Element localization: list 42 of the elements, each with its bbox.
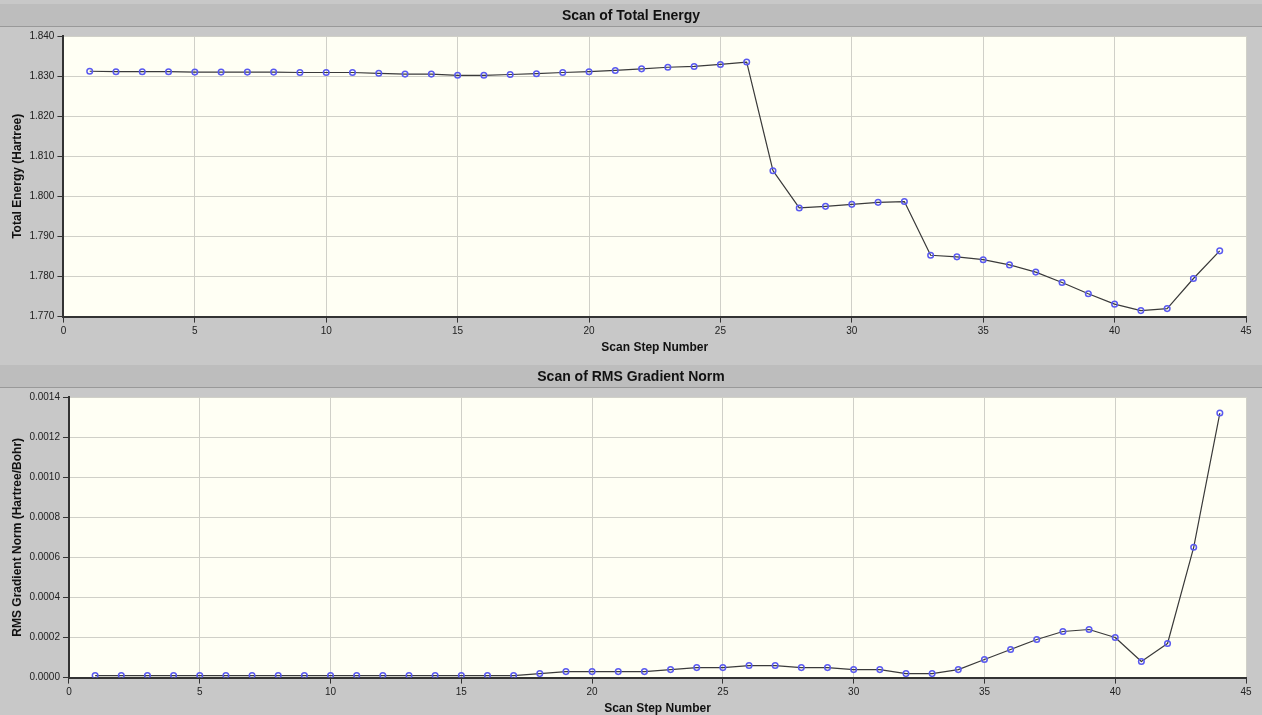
y-tick-label: 0.0002	[29, 631, 61, 643]
y-tick-label: 0.0014	[29, 390, 61, 402]
y-tick-label: 0.0012	[29, 430, 61, 442]
x-tick-label: 10	[324, 686, 337, 698]
x-tick-label: 15	[455, 686, 468, 698]
chart-title: Scan of RMS Gradient Norm	[0, 365, 1262, 388]
x-tick-label: 35	[978, 686, 991, 698]
x-tick-label: 15	[452, 325, 464, 337]
y-tick-label: 1.770	[29, 310, 55, 322]
y-tick-label: 0.0004	[29, 591, 61, 603]
x-tick-label: 45	[1240, 686, 1252, 698]
y-tick-label: 1.840	[29, 29, 55, 41]
y-axis-title: Total Energy (Hartree)	[9, 113, 24, 239]
x-tick-label: 30	[846, 325, 858, 337]
x-tick-label: 30	[848, 686, 860, 698]
x-tick-label: 45	[1240, 325, 1252, 337]
y-tick-label: 0.0006	[29, 551, 61, 563]
x-tick-label: 5	[196, 686, 203, 698]
y-axis-title: RMS Gradient Norm (Hartree/Bohr)	[9, 437, 24, 637]
y-tick-label: 1.830	[29, 69, 55, 81]
x-tick-label: 40	[1109, 686, 1122, 698]
y-tick-label: 0.0008	[29, 511, 61, 523]
chart-title: Scan of Total Energy	[0, 4, 1262, 27]
y-tick-label: 1.780	[29, 270, 55, 282]
y-tick-label: 1.820	[29, 109, 55, 121]
x-tick-label: 25	[717, 686, 729, 698]
x-tick-label: 35	[977, 325, 990, 337]
y-tick-label: 0.0010	[29, 470, 61, 482]
y-tick-label: 0.0000	[29, 671, 61, 683]
x-tick-label: 40	[1109, 325, 1121, 337]
x-tick-label: 0	[60, 325, 67, 337]
x-tick-label: 25	[714, 325, 727, 337]
y-tick-label: 1.800	[29, 190, 55, 202]
x-tick-label: 20	[586, 686, 599, 698]
x-tick-label: 10	[320, 325, 333, 337]
y-tick-label: 1.810	[29, 150, 55, 162]
x-axis-title: Scan Step Number	[601, 340, 709, 355]
x-tick-label: 5	[192, 325, 199, 337]
x-tick-label: 20	[583, 325, 596, 337]
x-tick-label: 0	[66, 686, 73, 698]
y-tick-label: 1.790	[29, 230, 55, 242]
x-axis-title: Scan Step Number	[604, 701, 712, 715]
